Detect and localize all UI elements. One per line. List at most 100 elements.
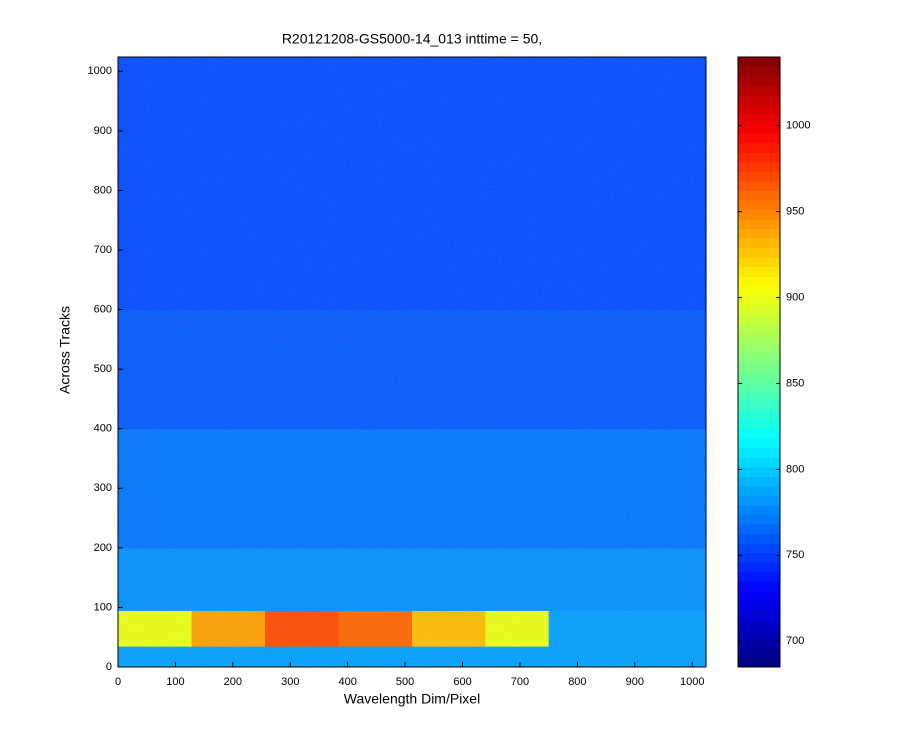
colorbar-segment bbox=[738, 295, 780, 306]
colorbar-tick-label: 750 bbox=[786, 549, 804, 561]
colorbar-segment bbox=[738, 600, 780, 611]
x-tick-label: 100 bbox=[166, 676, 184, 688]
y-tick-label: 1000 bbox=[88, 65, 112, 77]
colorbar-segment bbox=[738, 228, 780, 239]
colorbar-segment bbox=[738, 161, 780, 172]
y-tick-label: 0 bbox=[106, 661, 112, 673]
colorbar-segment bbox=[738, 609, 780, 620]
colorbar-tick-label: 950 bbox=[786, 206, 804, 218]
colorbar-tick-label: 700 bbox=[786, 635, 804, 647]
x-tick-label: 500 bbox=[396, 676, 414, 688]
y-tick-label: 800 bbox=[94, 184, 112, 196]
colorbar-segment bbox=[738, 533, 780, 544]
colorbar-segment bbox=[738, 285, 780, 296]
x-tick-label: 600 bbox=[453, 676, 471, 688]
colorbar-segment bbox=[738, 428, 780, 439]
noise-texture bbox=[118, 57, 706, 667]
colorbar-tick-label: 1000 bbox=[786, 120, 810, 132]
colorbar-segment bbox=[738, 257, 780, 268]
colorbar-segment bbox=[738, 123, 780, 134]
colorbar-segment bbox=[738, 190, 780, 201]
colorbar-segment bbox=[738, 438, 780, 449]
chart-title: R20121208-GS5000-14_013 inttime = 50, bbox=[282, 31, 542, 47]
colorbar-segment bbox=[738, 590, 780, 601]
colorbar-segment bbox=[738, 333, 780, 344]
colorbar-segment bbox=[738, 543, 780, 554]
colorbar-segment bbox=[738, 495, 780, 506]
colorbar-segment bbox=[738, 342, 780, 353]
colorbar-segment bbox=[738, 209, 780, 220]
y-tick-label: 600 bbox=[94, 303, 112, 315]
colorbar-segment bbox=[738, 485, 780, 496]
colorbar-segment bbox=[738, 219, 780, 230]
colorbar-segment bbox=[738, 381, 780, 392]
colorbar-segment bbox=[738, 323, 780, 334]
colorbar-tick-label: 850 bbox=[786, 377, 804, 389]
y-axis-label: Across Tracks bbox=[57, 306, 73, 394]
colorbar-segment bbox=[738, 352, 780, 363]
colorbar-segment bbox=[738, 66, 780, 77]
colorbar-segment bbox=[738, 152, 780, 163]
colorbar-frame bbox=[737, 56, 781, 668]
colorbar-segment bbox=[738, 514, 780, 525]
x-tick-label: 200 bbox=[224, 676, 242, 688]
colorbar-segment bbox=[738, 362, 780, 373]
x-tick-label: 400 bbox=[339, 676, 357, 688]
colorbar-segment bbox=[738, 571, 780, 582]
colorbar-segment bbox=[738, 466, 780, 477]
x-tick-label: 700 bbox=[511, 676, 529, 688]
colorbar-segment bbox=[738, 104, 780, 115]
colorbar-segment bbox=[738, 476, 780, 487]
colorbar-segment bbox=[738, 419, 780, 430]
colorbar-segment bbox=[738, 562, 780, 573]
colorbar-segment bbox=[738, 314, 780, 325]
colorbar-segment bbox=[738, 457, 780, 468]
colorbar-segment bbox=[738, 552, 780, 563]
colorbar-segment bbox=[738, 638, 780, 649]
colorbar-tick-label: 800 bbox=[786, 463, 804, 475]
colorbar-segment bbox=[738, 447, 780, 458]
colorbar-segment bbox=[738, 304, 780, 315]
colorbar-segment bbox=[738, 628, 780, 639]
colorbar-segment bbox=[738, 199, 780, 210]
y-tick-label: 300 bbox=[94, 482, 112, 494]
colorbar-segment bbox=[738, 171, 780, 182]
colorbar-segment bbox=[738, 400, 780, 411]
colorbar-tick-label: 900 bbox=[786, 291, 804, 303]
colorbar-segment bbox=[738, 57, 780, 68]
y-tick-label: 400 bbox=[94, 423, 112, 435]
colorbar-segment bbox=[738, 581, 780, 592]
y-tick-label: 900 bbox=[94, 125, 112, 137]
x-tick-label: 300 bbox=[281, 676, 299, 688]
colorbar-segment bbox=[738, 238, 780, 249]
x-axis-label: Wavelength Dim/Pixel bbox=[344, 691, 480, 707]
colorbar-segment bbox=[738, 504, 780, 515]
colorbar-segment bbox=[738, 657, 780, 668]
colorbar-segment bbox=[738, 180, 780, 191]
colorbar-segment bbox=[738, 142, 780, 153]
colorbar-segment bbox=[738, 266, 780, 277]
plot-frame bbox=[117, 56, 707, 668]
colorbar-segment bbox=[738, 114, 780, 125]
colorbar-segment bbox=[738, 276, 780, 287]
colorbar-segment bbox=[738, 524, 780, 535]
colorbar-segment bbox=[738, 95, 780, 106]
x-tick-label: 900 bbox=[626, 676, 644, 688]
x-tick-label: 800 bbox=[568, 676, 586, 688]
colorbar-segment bbox=[738, 619, 780, 630]
y-tick-label: 200 bbox=[94, 542, 112, 554]
colorbar-segment bbox=[738, 647, 780, 658]
colorbar-segment bbox=[738, 247, 780, 258]
colorbar-segment bbox=[738, 133, 780, 144]
y-tick-label: 500 bbox=[94, 363, 112, 375]
colorbar-segment bbox=[738, 390, 780, 401]
x-tick-label: 1000 bbox=[680, 676, 704, 688]
colorbar-segment bbox=[738, 371, 780, 382]
colorbar-segment bbox=[738, 85, 780, 96]
x-tick-label: 0 bbox=[115, 676, 121, 688]
colorbar-segment bbox=[738, 409, 780, 420]
colorbar-segment bbox=[738, 76, 780, 87]
y-tick-label: 100 bbox=[94, 601, 112, 613]
y-tick-label: 700 bbox=[94, 244, 112, 256]
